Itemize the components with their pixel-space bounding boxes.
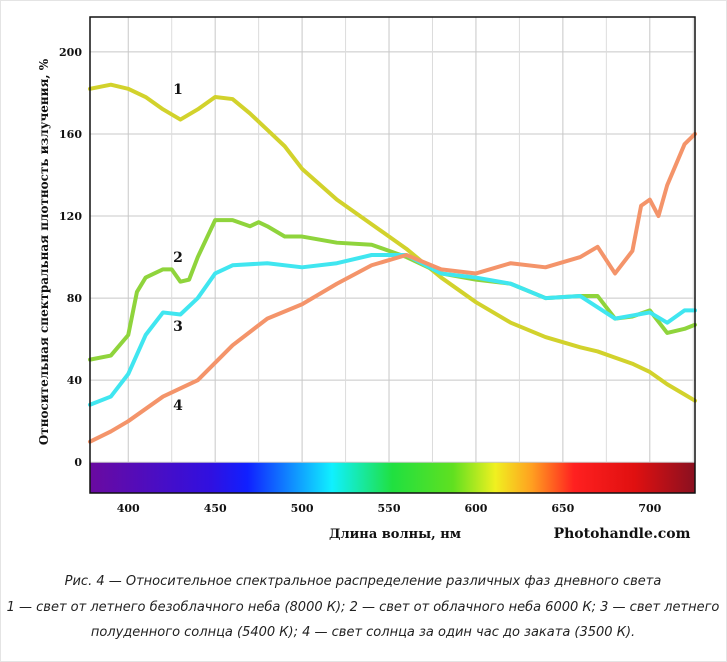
x-tick-label: 650 xyxy=(551,502,574,515)
y-tick-label: 80 xyxy=(67,292,83,305)
caption-line: Рис. 4 — Относительное спектральное расп… xyxy=(65,574,662,589)
y-tick-label: 200 xyxy=(59,46,82,59)
series-line xyxy=(88,131,697,444)
x-tick-label: 450 xyxy=(204,502,227,515)
plot-frame xyxy=(89,16,696,494)
curve-label: 3 xyxy=(173,319,183,335)
curve-label: 4 xyxy=(173,398,183,414)
y-tick-label: 160 xyxy=(59,128,82,141)
y-tick-label: 120 xyxy=(59,210,82,223)
series-line xyxy=(88,82,697,403)
watermark: Photohandle.com xyxy=(554,526,691,542)
series-line xyxy=(88,253,697,407)
y-tick-label: 40 xyxy=(67,374,83,387)
caption-line: 1 — свет от летнего безоблачного неба (8… xyxy=(7,600,720,615)
y-tick-label: 0 xyxy=(74,456,82,469)
x-tick-label: 700 xyxy=(638,502,661,515)
x-tick-label: 500 xyxy=(291,502,314,515)
caption-line: полуденного солнца (5400 К); 4 — свет со… xyxy=(91,625,635,640)
x-tick-label: 550 xyxy=(378,502,401,515)
x-tick-label: 400 xyxy=(117,502,140,515)
y-axis-label: Относительная спектральная плотность изл… xyxy=(37,58,51,445)
x-axis-label: Длина волны, нм xyxy=(329,527,461,542)
x-tick-label: 600 xyxy=(464,502,487,515)
curve-label: 2 xyxy=(173,250,183,266)
spectrum-band xyxy=(90,462,695,493)
curve-label: 1 xyxy=(173,82,183,98)
